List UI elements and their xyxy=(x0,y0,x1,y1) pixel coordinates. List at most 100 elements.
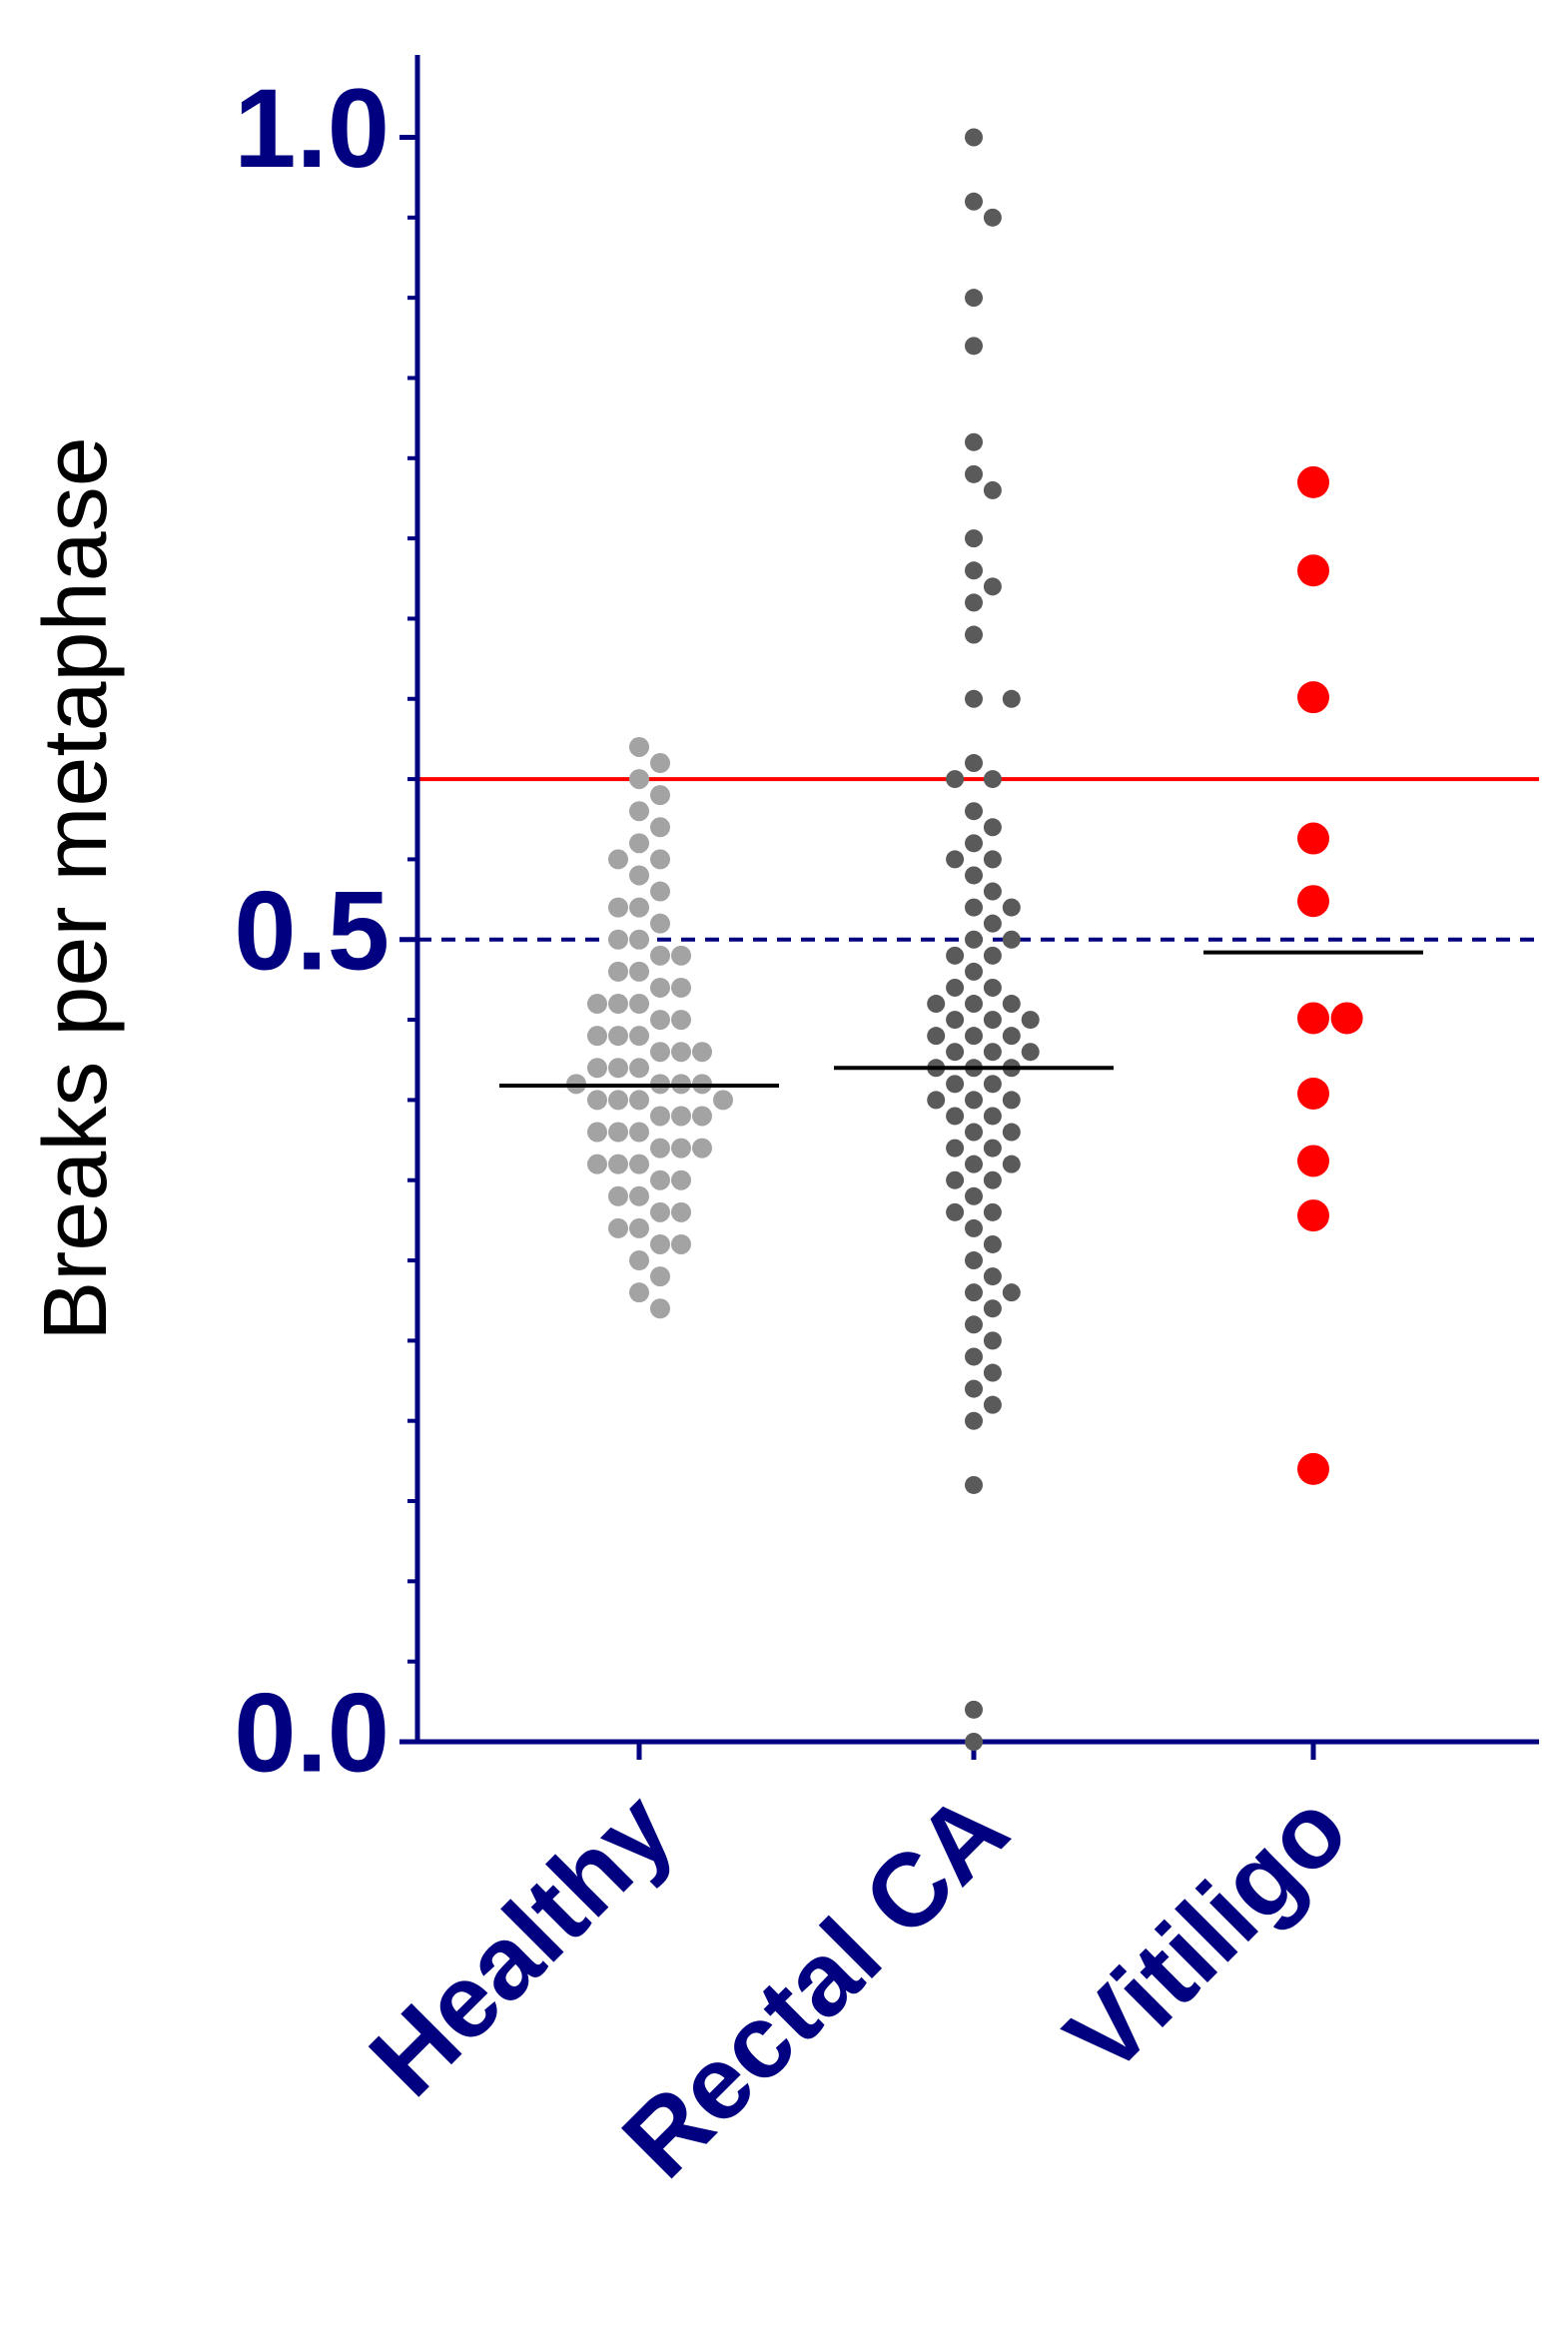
data-point xyxy=(1002,930,1021,949)
data-point xyxy=(965,1347,983,1366)
data-point xyxy=(965,464,983,483)
data-point xyxy=(629,1058,649,1079)
data-point xyxy=(650,753,670,774)
data-point xyxy=(650,881,670,902)
data-point xyxy=(983,1075,1002,1094)
data-point xyxy=(1297,554,1329,587)
data-point xyxy=(713,1090,733,1111)
data-point xyxy=(629,801,649,822)
data-point xyxy=(671,1010,691,1031)
data-point xyxy=(671,1169,691,1190)
data-point xyxy=(1002,1283,1021,1302)
data-point xyxy=(587,994,607,1015)
data-point xyxy=(965,1411,983,1430)
data-point xyxy=(965,1379,983,1398)
data-point xyxy=(608,1090,628,1111)
data-point xyxy=(983,480,1002,499)
data-point xyxy=(983,850,1002,869)
data-point xyxy=(608,929,628,950)
data-point xyxy=(608,994,628,1015)
y-tick-label: 0.0 xyxy=(234,1671,390,1796)
data-point xyxy=(1297,465,1329,498)
data-point xyxy=(965,337,983,356)
data-point xyxy=(965,834,983,853)
data-point xyxy=(983,1170,1002,1189)
data-point xyxy=(946,1170,965,1189)
data-point xyxy=(650,1010,670,1031)
y-tick-label: 0.5 xyxy=(234,868,390,993)
data-point xyxy=(650,1169,670,1190)
data-point xyxy=(650,977,670,998)
data-point xyxy=(965,754,983,773)
data-point xyxy=(629,994,649,1015)
data-point xyxy=(629,1090,649,1111)
data-point xyxy=(965,802,983,821)
data-point xyxy=(946,978,965,997)
data-point xyxy=(629,1282,649,1303)
data-point xyxy=(965,1218,983,1237)
data-point xyxy=(1297,1077,1329,1110)
data-point xyxy=(983,1299,1002,1318)
data-point xyxy=(927,1027,946,1046)
data-point xyxy=(983,770,1002,789)
data-point xyxy=(650,1298,670,1319)
data-point xyxy=(629,833,649,854)
data-point xyxy=(1297,822,1329,855)
data-point xyxy=(946,1011,965,1030)
data-point xyxy=(965,192,983,211)
data-point xyxy=(965,529,983,548)
data-point xyxy=(946,850,965,869)
data-point xyxy=(650,1138,670,1159)
data-point xyxy=(965,898,983,917)
data-point xyxy=(983,1043,1002,1062)
data-point xyxy=(671,1106,691,1127)
data-point xyxy=(965,1475,983,1494)
data-point xyxy=(1021,1011,1040,1030)
data-point xyxy=(965,1091,983,1110)
data-point xyxy=(608,1026,628,1047)
data-point xyxy=(587,1122,607,1143)
data-point xyxy=(965,1251,983,1270)
data-point xyxy=(1002,898,1021,917)
data-point xyxy=(629,929,649,950)
data-point xyxy=(965,1315,983,1334)
data-point xyxy=(650,1106,670,1127)
data-point xyxy=(965,1027,983,1046)
data-point xyxy=(946,1075,965,1094)
data-point xyxy=(946,1043,965,1062)
data-point xyxy=(650,1201,670,1222)
data-point xyxy=(946,1139,965,1158)
data-point xyxy=(650,817,670,838)
data-point xyxy=(965,962,983,981)
data-point xyxy=(946,946,965,965)
data-point xyxy=(650,1042,670,1063)
data-point xyxy=(1002,995,1021,1014)
data-point xyxy=(629,1250,649,1271)
data-point xyxy=(983,1107,1002,1126)
data-point xyxy=(608,897,628,918)
data-point xyxy=(965,561,983,580)
data-point xyxy=(629,769,649,790)
data-point xyxy=(608,849,628,870)
data-point xyxy=(983,914,1002,933)
data-point xyxy=(965,1700,983,1719)
data-point xyxy=(965,128,983,147)
data-point xyxy=(946,1107,965,1126)
data-point xyxy=(983,1202,1002,1221)
x-tick-label: Healthy xyxy=(349,1771,696,2118)
data-point xyxy=(1330,1002,1363,1035)
data-point xyxy=(608,1154,628,1174)
data-point xyxy=(650,1266,670,1287)
data-point xyxy=(965,689,983,708)
data-point xyxy=(1002,1091,1021,1110)
data-point xyxy=(671,1138,691,1159)
data-point xyxy=(692,1106,712,1127)
data-point xyxy=(965,1283,983,1302)
data-point xyxy=(965,1123,983,1142)
data-point xyxy=(965,625,983,644)
data-point xyxy=(965,1186,983,1205)
data-point xyxy=(629,897,649,918)
y-axis-label: Breaks per metaphase xyxy=(26,436,126,1341)
